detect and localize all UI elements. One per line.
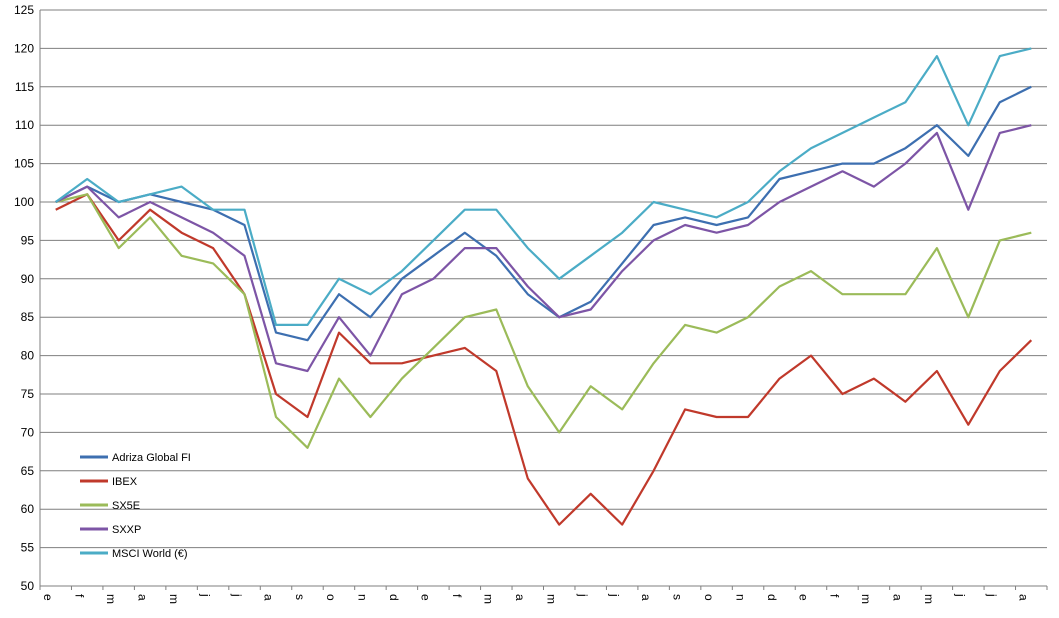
x-tick-label: j bbox=[198, 593, 212, 597]
x-tick-label: s bbox=[670, 594, 684, 600]
y-tick-label: 90 bbox=[21, 272, 35, 286]
y-tick-label: 105 bbox=[14, 157, 34, 171]
x-tick-label: j bbox=[607, 593, 621, 597]
y-tick-label: 80 bbox=[21, 349, 35, 363]
x-tick-label: a bbox=[1017, 594, 1031, 601]
y-tick-label: 100 bbox=[14, 195, 34, 209]
legend-label: MSCI World (€) bbox=[112, 548, 188, 560]
x-tick-label: j bbox=[985, 593, 999, 597]
x-tick-label: o bbox=[324, 594, 338, 601]
series-line-4 bbox=[55, 47, 1032, 326]
x-tick-label: a bbox=[891, 594, 905, 601]
x-tick-label: m bbox=[167, 594, 181, 604]
gridlines bbox=[40, 9, 1047, 587]
x-tick-label: m bbox=[545, 594, 559, 604]
x-tick-label: n bbox=[356, 594, 370, 601]
x-tick-label: n bbox=[733, 594, 747, 601]
y-tick-label: 115 bbox=[15, 80, 34, 94]
legend: Adriza Global FI IBEX SX5E SXXP MSCI World (… bbox=[80, 452, 191, 560]
legend-label: IBEX bbox=[112, 476, 138, 488]
x-tick-label: j bbox=[576, 593, 590, 597]
x-tick-label: a bbox=[135, 594, 149, 601]
x-tick-label: a bbox=[639, 594, 653, 601]
y-axis: 50 55 60 65 70 75 80 85 90 95 100 105 110 115 120 125 bbox=[14, 3, 41, 593]
series-line-2 bbox=[55, 193, 1032, 449]
x-tick-label: a bbox=[513, 594, 527, 601]
y-tick-label: 95 bbox=[21, 233, 35, 247]
y-tick-label: 55 bbox=[21, 541, 35, 555]
x-tick-label: m bbox=[482, 594, 496, 604]
x-tick-label: m bbox=[859, 594, 873, 604]
x-tick-label: j bbox=[230, 593, 244, 597]
x-tick-label: e bbox=[41, 594, 55, 601]
x-tick-label: j bbox=[954, 593, 968, 597]
y-tick-label: 65 bbox=[21, 464, 35, 478]
series-line-0 bbox=[55, 85, 1032, 342]
x-tick-label: f bbox=[450, 594, 464, 598]
y-tick-label: 120 bbox=[14, 41, 34, 55]
x-tick-label: d bbox=[387, 594, 401, 601]
series-line-1 bbox=[55, 193, 1033, 526]
y-tick-label: 50 bbox=[21, 579, 35, 593]
x-tick-label: e bbox=[419, 594, 433, 601]
y-tick-label: 85 bbox=[21, 310, 35, 324]
y-tick-label: 60 bbox=[21, 502, 35, 516]
x-tick-label: f bbox=[828, 594, 842, 598]
x-tick-label: o bbox=[702, 594, 716, 601]
x-tick-label: m bbox=[104, 594, 118, 604]
y-tick-label: 75 bbox=[21, 387, 35, 401]
y-tick-label: 125 bbox=[14, 3, 34, 17]
legend-label: SXXP bbox=[112, 524, 141, 536]
x-tick-label: m bbox=[922, 594, 936, 604]
x-tick-label: e bbox=[796, 594, 810, 601]
y-tick-label: 70 bbox=[21, 425, 35, 439]
x-tick-label: s bbox=[293, 594, 307, 600]
x-tick-label: a bbox=[261, 594, 275, 601]
y-tick-label: 110 bbox=[15, 118, 34, 132]
series-line-3 bbox=[55, 124, 1032, 373]
legend-label: Adriza Global FI bbox=[112, 452, 191, 464]
legend-label: SX5E bbox=[112, 500, 140, 512]
series-lines bbox=[55, 47, 1033, 526]
x-tick-label: d bbox=[765, 594, 779, 601]
x-tick-label: f bbox=[72, 594, 86, 598]
